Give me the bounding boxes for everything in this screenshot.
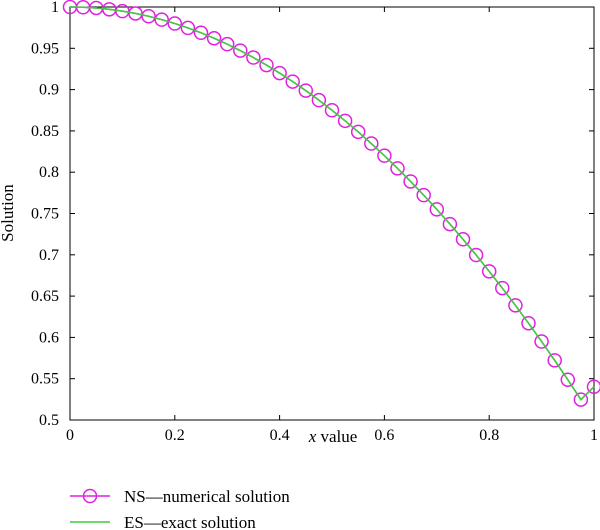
data-point-ns	[233, 43, 248, 58]
data-point-ns	[311, 92, 327, 108]
y-tick-label: 0.9	[39, 82, 59, 99]
data-point-ns	[403, 174, 418, 189]
y-tick-label: 0.85	[31, 123, 59, 140]
y-tick-label: 0.65	[31, 288, 59, 305]
data-point-ns	[573, 392, 589, 407]
data-point-ns	[206, 30, 222, 46]
data-point-ns	[350, 124, 366, 140]
data-point-ns	[154, 12, 169, 27]
data-point-ns	[337, 113, 353, 129]
data-point-ns	[259, 57, 274, 73]
y-tick-label: 0.95	[31, 40, 59, 57]
data-point-ns	[364, 136, 379, 151]
y-tick-label: 0.55	[31, 371, 59, 388]
x-tick-label: 1	[590, 427, 598, 444]
x-tick-label: 0.6	[374, 427, 394, 444]
y-tick-label: 1	[51, 0, 59, 16]
x-axis-label: x value	[308, 427, 358, 446]
data-point-ns	[180, 20, 196, 36]
legend: NS—numerical solution ES—exact solution	[70, 487, 290, 530]
data-point-ns	[442, 216, 458, 232]
y-axis-label: Solution	[0, 184, 17, 242]
data-point-ns	[547, 353, 562, 368]
data-point-ns	[167, 16, 183, 31]
data-point-ns	[495, 280, 510, 296]
data-point-ns	[560, 372, 576, 387]
y-tick-label: 0.75	[31, 206, 59, 223]
data-point-ns	[586, 379, 600, 394]
data-point-ns	[481, 264, 497, 279]
data-point-ns	[416, 187, 431, 203]
data-point-ns	[193, 25, 209, 41]
data-point-ns	[324, 103, 340, 118]
y-tick-label: 0.7	[39, 247, 59, 264]
data-point-ns	[219, 36, 235, 52]
data-point-ns	[246, 50, 261, 65]
x-tick-label: 0.8	[479, 427, 499, 444]
data-point-ns	[272, 65, 287, 81]
series-line-es	[69, 6, 595, 401]
data-point-ns	[534, 334, 549, 349]
legend-ns-label: NS—numerical solution	[124, 487, 290, 506]
legend-es-label: ES—exact solution	[124, 513, 256, 530]
data-point-ns	[521, 315, 536, 331]
legend-ns-marker	[82, 488, 98, 504]
series-line-ns	[69, 6, 595, 401]
y-tick-label: 0.5	[39, 412, 59, 429]
y-tick-label: 0.8	[39, 164, 59, 181]
x-tick-label: 0.4	[270, 427, 290, 444]
data-point-ns	[508, 298, 523, 313]
x-tick-label: 0.2	[165, 427, 185, 444]
x-tick-label: 0	[66, 427, 74, 444]
data-point-ns	[468, 247, 484, 263]
data-point-ns	[285, 74, 300, 89]
x-axis-label-text: value	[320, 427, 357, 446]
plot-frame	[69, 6, 595, 421]
data-point-ns	[429, 202, 445, 217]
y-tick-label: 0.6	[39, 329, 59, 346]
data-point-ns	[455, 232, 471, 247]
plot-layer: 0 0.2 0.4 0.6 0.8 1 0.5 0.55 0.6 0.65 0.7 0.75 0.8 0.…	[31, 0, 600, 444]
legend-item-es: ES—exact solution	[70, 513, 256, 530]
x-axis-label-var: x	[308, 427, 317, 446]
data-point-ns	[377, 148, 392, 163]
data-point-ns	[141, 9, 156, 24]
data-point-ns	[390, 161, 405, 176]
data-point-ns	[298, 83, 314, 98]
series-line-es-overlay	[69, 6, 595, 401]
legend-item-ns: NS—numerical solution	[70, 487, 290, 506]
